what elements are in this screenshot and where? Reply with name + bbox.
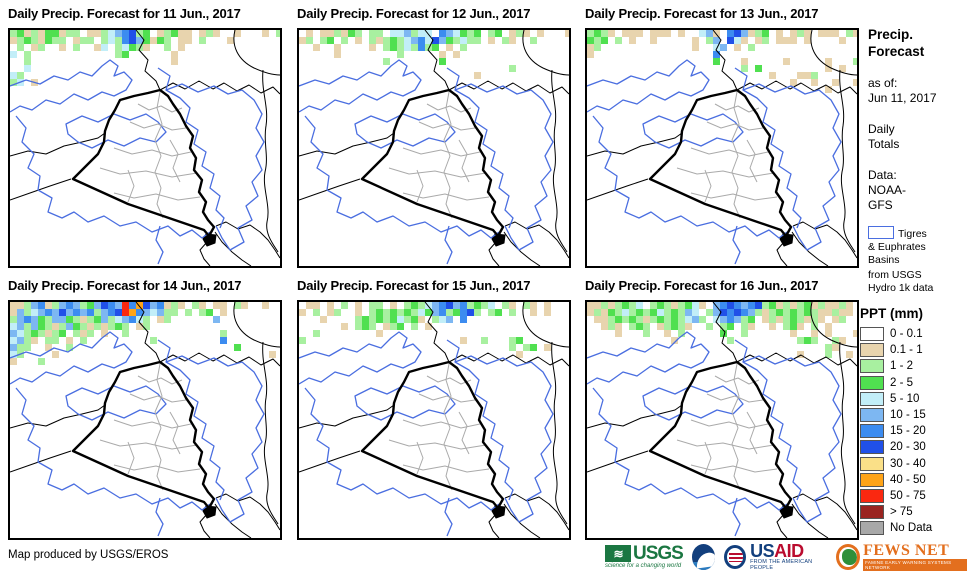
data-source: GFS [868, 198, 893, 212]
basin-legend: Tigres & Euphrates Basins from USGS Hydr… [868, 226, 934, 294]
legend-item: 15 - 20 [860, 423, 964, 439]
legend-item: 10 - 15 [860, 407, 964, 423]
usgs-logo: ≋ USGS science for a changing world [605, 543, 684, 569]
legend-item: 40 - 50 [860, 472, 964, 488]
legend-swatch [860, 408, 884, 423]
legend-label: 1 - 2 [890, 360, 914, 373]
legend-item: 30 - 40 [860, 456, 964, 472]
legend-item: No Data [860, 520, 964, 536]
map-panel-title: Daily Precip. Forecast for 15 Jun., 2017 [297, 278, 531, 293]
legend-label: 5 - 10 [890, 392, 920, 405]
legend-label: 30 - 40 [890, 457, 926, 470]
legend-label: 40 - 50 [890, 473, 926, 486]
legend-label: 50 - 75 [890, 489, 926, 502]
map-iraq-basins [585, 28, 859, 268]
legend-item: 50 - 75 [860, 488, 964, 504]
legend-item: 20 - 30 [860, 439, 964, 455]
legend-swatch [860, 327, 884, 342]
legend-item: 1 - 2 [860, 358, 964, 374]
usgs-tagline: science for a changing world [605, 563, 682, 569]
ppt-legend: PPT (mm) 0 - 0.1 0.1 - 1 1 - 2 2 - 5 5 - 10 1… [860, 306, 964, 536]
data-label: Data: [868, 168, 897, 182]
map-panel-11jun: Daily Precip. Forecast for 11 Jun., 2017 [8, 4, 282, 268]
legend-swatch [860, 505, 884, 520]
usgs-wave-icon: ≋ [605, 545, 631, 562]
ppt-legend-title: PPT (mm) [860, 306, 924, 321]
legend-item: > 75 [860, 504, 964, 520]
sheet-title: Precip. Forecast [868, 27, 925, 59]
fewsnet-tagline: FAMINE EARLY WARNING SYSTEMS NETWORK [863, 559, 967, 571]
ppt-legend-items: 0 - 0.1 0.1 - 1 1 - 2 2 - 5 5 - 10 10 - 15 15 … [860, 326, 964, 536]
as-of-date: Jun 11, 2017 [868, 91, 937, 105]
legend-label: 10 - 15 [890, 409, 926, 422]
legend-swatch [860, 391, 884, 406]
legend-item: 0 - 0.1 [860, 326, 964, 342]
usaid-logo: USAID FROM THE AMERICAN PEOPLE [724, 541, 827, 571]
data-source: NOAA- [868, 183, 907, 197]
legend-label: 20 - 30 [890, 441, 926, 454]
usaid-seal-icon [724, 545, 747, 569]
map-iraq-basins [585, 300, 859, 540]
legend-swatch [860, 343, 884, 358]
map-panel-14jun: Daily Precip. Forecast for 14 Jun., 2017 [8, 276, 282, 540]
legend-swatch [860, 521, 884, 536]
fewsnet-logo-text: FEWS NET [863, 542, 950, 559]
usaid-tagline: FROM THE AMERICAN PEOPLE [750, 559, 813, 571]
map-iraq-basins [8, 300, 282, 540]
as-of-label: as of: [868, 76, 898, 90]
legend-swatch [860, 456, 884, 471]
map-panel-15jun: Daily Precip. Forecast for 15 Jun., 2017 [297, 276, 571, 540]
legend-label: No Data [890, 522, 933, 535]
map-credit: Map produced by USGS/EROS [8, 549, 169, 561]
usgs-logo-text: USGS [633, 543, 684, 564]
legend-swatch [860, 359, 884, 374]
map-panel-13jun: Daily Precip. Forecast for 13 Jun., 2017 [585, 4, 859, 268]
map-panel-title: Daily Precip. Forecast for 11 Jun., 2017 [8, 6, 241, 21]
map-panel-16jun: Daily Precip. Forecast for 16 Jun., 2017 [585, 276, 859, 540]
map-iraq-basins [297, 28, 571, 268]
legend-label: 0 - 0.1 [890, 328, 923, 341]
map-panel-12jun: Daily Precip. Forecast for 12 Jun., 2017 [297, 4, 571, 268]
basin-outline-symbol [868, 226, 894, 239]
fewsnet-globe-icon [836, 544, 861, 570]
legend-swatch [860, 488, 884, 503]
legend-item: 2 - 5 [860, 375, 964, 391]
legend-label: 2 - 5 [890, 376, 914, 389]
legend-swatch [860, 440, 884, 455]
map-panel-title: Daily Precip. Forecast for 12 Jun., 2017 [297, 6, 531, 21]
legend-label: > 75 [890, 506, 913, 519]
legend-label: 0.1 - 1 [890, 344, 923, 357]
data-source-block: Data: NOAA- GFS [868, 168, 964, 213]
legend-item: 0.1 - 1 [860, 342, 964, 358]
legend-swatch [860, 472, 884, 487]
info-sidebar: Precip. Forecast as of: Jun 11, 2017 Dai… [868, 0, 964, 213]
as-of-block: as of: Jun 11, 2017 [868, 76, 964, 106]
map-iraq-basins [297, 300, 571, 540]
footer-logos: ≋ USGS science for a changing world USAI… [605, 541, 967, 573]
map-panel-title: Daily Precip. Forecast for 16 Jun., 2017 [585, 278, 819, 293]
legend-swatch [860, 375, 884, 390]
legend-item: 5 - 10 [860, 391, 964, 407]
legend-swatch [860, 424, 884, 439]
map-panel-title: Daily Precip. Forecast for 14 Jun., 2017 [8, 278, 242, 293]
noaa-logo-icon [691, 544, 716, 570]
map-iraq-basins [8, 28, 282, 268]
map-panel-title: Daily Precip. Forecast for 13 Jun., 2017 [585, 6, 819, 21]
usaid-logo-text: USAID [750, 541, 804, 561]
legend-label: 15 - 20 [890, 425, 926, 438]
totals-block: Daily Totals [868, 122, 900, 151]
fewsnet-logo: FEWS NET FAMINE EARLY WARNING SYSTEMS NE… [836, 543, 967, 571]
